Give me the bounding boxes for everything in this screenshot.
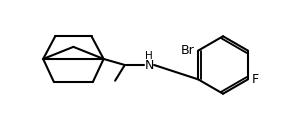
- Text: F: F: [251, 73, 259, 86]
- Text: Br: Br: [181, 44, 195, 57]
- Text: H: H: [145, 51, 153, 61]
- Text: N: N: [144, 58, 154, 72]
